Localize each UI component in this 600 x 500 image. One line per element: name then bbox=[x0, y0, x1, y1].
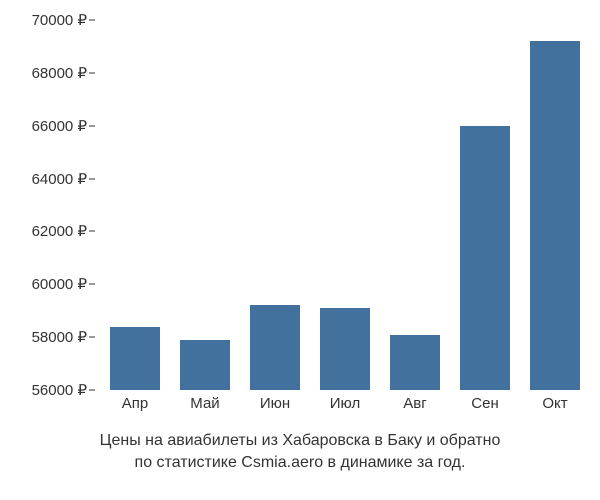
bar bbox=[250, 305, 300, 390]
y-tick-label: 66000 ₽ bbox=[32, 117, 87, 135]
bars-group bbox=[100, 20, 590, 390]
x-tick-label: Авг bbox=[380, 395, 450, 412]
bar bbox=[390, 335, 440, 391]
x-tick-label: Июл bbox=[310, 395, 380, 412]
y-tick-mark bbox=[89, 284, 95, 285]
y-tick-label: 64000 ₽ bbox=[32, 170, 87, 188]
caption-line-1: Цены на авиабилеты из Хабаровска в Баку … bbox=[100, 432, 501, 449]
x-tick-label: Сен bbox=[450, 395, 520, 412]
y-tick-mark bbox=[89, 178, 95, 179]
y-tick-label: 60000 ₽ bbox=[32, 275, 87, 293]
chart-caption: Цены на авиабилеты из Хабаровска в Баку … bbox=[0, 430, 600, 475]
y-tick-mark bbox=[89, 72, 95, 73]
y-axis: 56000 ₽58000 ₽60000 ₽62000 ₽64000 ₽66000… bbox=[0, 20, 95, 390]
plot-area bbox=[100, 20, 590, 390]
x-tick-label: Июн bbox=[240, 395, 310, 412]
bar bbox=[460, 126, 510, 390]
y-tick-label: 56000 ₽ bbox=[32, 381, 87, 399]
y-tick-label: 62000 ₽ bbox=[32, 222, 87, 240]
y-tick-mark bbox=[89, 125, 95, 126]
bar bbox=[530, 41, 580, 390]
y-tick-mark bbox=[89, 390, 95, 391]
caption-line-2: по статистике Csmia.aero в динамике за г… bbox=[135, 454, 466, 471]
bar bbox=[180, 340, 230, 390]
x-axis: АпрМайИюнИюлАвгСенОкт bbox=[100, 395, 590, 412]
y-tick-label: 70000 ₽ bbox=[32, 11, 87, 29]
x-tick-label: Май bbox=[170, 395, 240, 412]
bar bbox=[110, 327, 160, 390]
y-tick-label: 58000 ₽ bbox=[32, 328, 87, 346]
chart-container: 56000 ₽ 58000 ₽ 60000 ₽ 62000 ₽ 64000 ₽ 66000… bbox=[0, 0, 600, 500]
y-tick-label: 68000 ₽ bbox=[32, 64, 87, 82]
y-tick-mark bbox=[89, 20, 95, 21]
x-tick-label: Апр bbox=[100, 395, 170, 412]
y-tick-mark bbox=[89, 231, 95, 232]
bar bbox=[320, 308, 370, 390]
x-tick-label: Окт bbox=[520, 395, 590, 412]
y-tick-mark bbox=[89, 337, 95, 338]
